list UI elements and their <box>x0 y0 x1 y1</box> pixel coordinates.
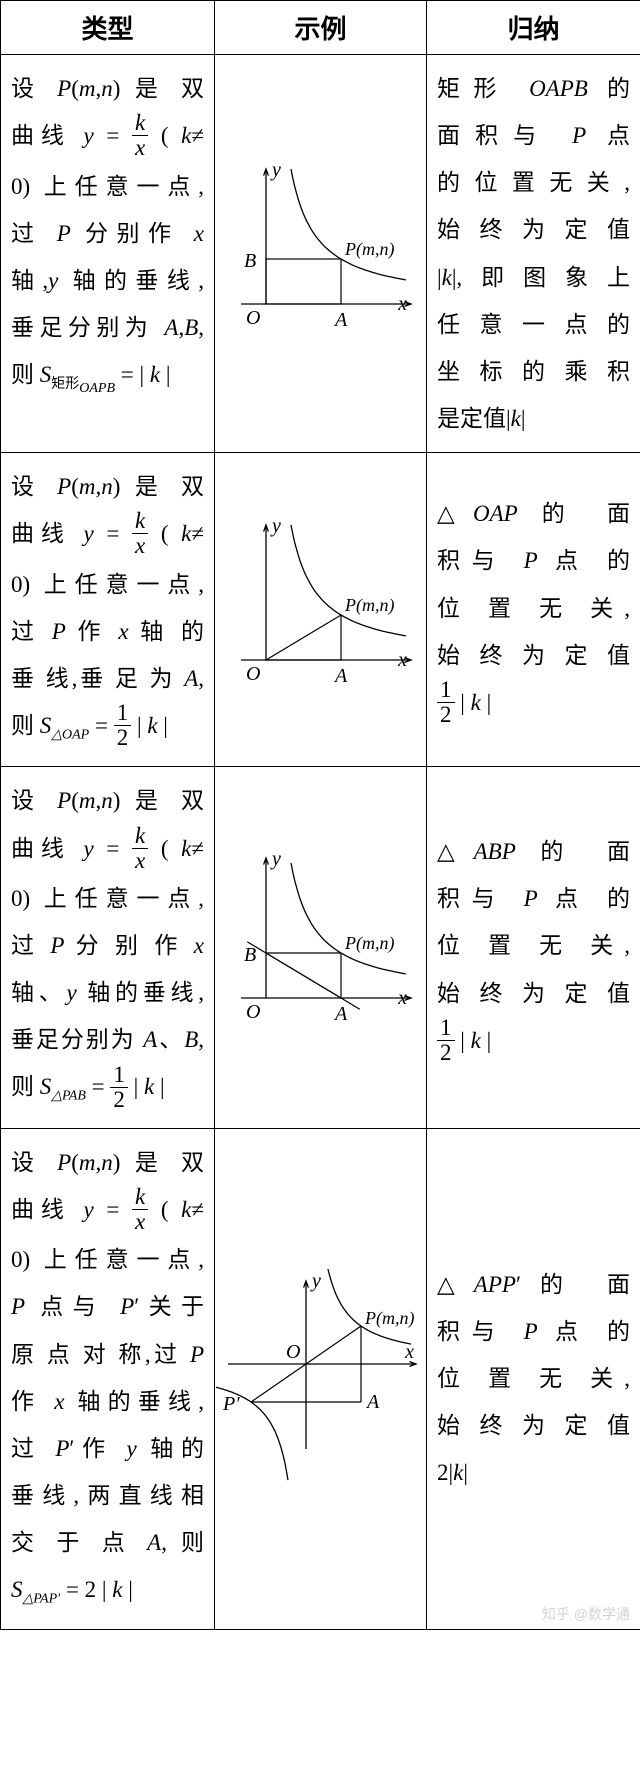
text-line: 位 置 无 关, <box>437 1355 630 1402</box>
text-line: 垂足分别为 A、B, <box>11 1016 204 1063</box>
header-example: 示例 <box>215 1 427 55</box>
svg-text:y: y <box>310 1270 321 1292</box>
text-line: 面积与 P 点 <box>437 112 630 159</box>
header-type: 类型 <box>1 1 215 55</box>
text-line: 积与 P 点 的 <box>437 875 630 922</box>
type-cell: 设 P(m,n) 是 双曲线 y = kx ( k≠0) 上任意一点,过 P 分… <box>1 767 215 1128</box>
text-line: 则 S△PAB = 12 | k | <box>11 1063 204 1113</box>
text-line: 0) 上任意一点, <box>11 1236 204 1283</box>
text-line: 过 P′作 y 轴的 <box>11 1425 204 1472</box>
text-line: 坐标的乘积 <box>437 348 630 395</box>
math-table: 类型 示例 归纳 设 P(m,n) 是 双曲线 y = kx ( k≠0) 上任… <box>0 0 640 1630</box>
header-conclusion: 归纳 <box>427 1 640 55</box>
svg-text:y: y <box>270 848 281 870</box>
text-line: 设 P(m,n) 是 双 <box>11 463 204 510</box>
text-line: 轴、y 轴的垂线, <box>11 969 204 1016</box>
text-line: 始终为定值 <box>437 1402 630 1449</box>
svg-text:x: x <box>404 1341 414 1363</box>
text-line: |k|,即图象上 <box>437 254 630 301</box>
text-line: 曲线 y = kx ( k≠ <box>11 510 204 560</box>
diagram-cell: O A B P(m,n) y x <box>215 55 427 453</box>
text-line: 则 S矩形OAPB = | k | <box>11 351 204 403</box>
text-line: P 点与 P′关于 <box>11 1283 204 1330</box>
text-line: △ABP 的 面 <box>437 828 630 875</box>
table-row: 设 P(m,n) 是 双曲线 y = kx ( k≠0) 上任意一点,过 P 分… <box>1 767 640 1128</box>
text-line: 垂 线,垂 足 为 A, <box>11 655 204 702</box>
text-line: 0) 上任意一点, <box>11 875 204 922</box>
svg-text:y: y <box>270 515 281 537</box>
conclusion-cell: 矩形 OAPB 的面积与 P 点的位置无关,始终为定值|k|,即图象上任意一点的… <box>427 55 640 453</box>
text-line: 12 | k | <box>437 679 630 729</box>
text-line: 2|k| <box>437 1449 630 1496</box>
text-line: S△PAP′ = 2 | k | <box>11 1566 204 1614</box>
text-line: 过 P 分 别 作 x <box>11 922 204 969</box>
svg-text:x: x <box>397 987 407 1009</box>
text-line: 积与 P 点 的 <box>437 1308 630 1355</box>
text-line: 矩形 OAPB 的 <box>437 65 630 112</box>
text-line: 12 | k | <box>437 1017 630 1067</box>
text-line: 原 点 对 称,过 P <box>11 1331 204 1378</box>
text-line: 曲线 y = kx ( k≠ <box>11 112 204 162</box>
text-line: 过 P 作 x 轴 的 <box>11 608 204 655</box>
svg-text:P(m,n): P(m,n) <box>364 1308 414 1329</box>
text-line: △APP′的 面 <box>437 1261 630 1308</box>
text-line: 0) 上任意一点, <box>11 163 204 210</box>
conclusion-cell: △ABP 的 面积与 P 点 的位 置 无 关,始终为定值12 | k | <box>427 767 640 1128</box>
text-line: △OAP 的 面 <box>437 490 630 537</box>
type-cell: 设 P(m,n) 是 双曲线 y = kx ( k≠0) 上任意一点,P 点与 … <box>1 1128 215 1629</box>
text-line: 交 于 点 A, 则 <box>11 1519 204 1566</box>
text-line: 积与 P 点 的 <box>437 537 630 584</box>
text-line: 曲线 y = kx ( k≠ <box>11 1186 204 1236</box>
watermark-text: 知乎 @数学通 <box>542 1604 630 1624</box>
svg-text:B: B <box>244 944 256 966</box>
svg-text:P(m,n): P(m,n) <box>344 933 394 954</box>
diagram-cell: O A P(m,n) y x <box>215 453 427 767</box>
type-cell: 设 P(m,n) 是 双曲线 y = kx ( k≠0) 上任意一点,过 P 作… <box>1 453 215 767</box>
svg-text:O: O <box>286 1341 300 1363</box>
diagram-cell: O P(m,n) A P′ y x <box>215 1128 427 1629</box>
svg-text:P(m,n): P(m,n) <box>344 239 394 260</box>
text-line: 过 P 分别作 x <box>11 210 204 257</box>
text-line: 设 P(m,n) 是 双 <box>11 65 204 112</box>
text-line: 轴,y 轴的垂线, <box>11 257 204 304</box>
text-line: 垂足分别为 A,B, <box>11 304 204 351</box>
type-cell: 设 P(m,n) 是 双曲线 y = kx ( k≠0) 上任意一点,过 P 分… <box>1 55 215 453</box>
svg-text:A: A <box>333 309 348 331</box>
svg-text:O: O <box>246 663 260 685</box>
conclusion-cell: △APP′的 面积与 P 点 的位 置 无 关,始终为定值2|k| <box>427 1128 640 1629</box>
text-line: 0) 上任意一点, <box>11 561 204 608</box>
svg-text:P′: P′ <box>222 1393 240 1415</box>
table-row: 设 P(m,n) 是 双曲线 y = kx ( k≠0) 上任意一点,过 P 分… <box>1 55 640 453</box>
text-line: 设 P(m,n) 是 双 <box>11 1139 204 1186</box>
text-line: 曲线 y = kx ( k≠ <box>11 825 204 875</box>
svg-text:B: B <box>244 250 256 272</box>
svg-text:P(m,n): P(m,n) <box>344 595 394 616</box>
text-line: 作 x 轴的垂线, <box>11 1378 204 1425</box>
conclusion-cell: △OAP 的 面积与 P 点 的位 置 无 关,始终为定值12 | k | <box>427 453 640 767</box>
svg-text:A: A <box>333 665 348 687</box>
text-line: 垂线,两直线相 <box>11 1472 204 1519</box>
svg-text:O: O <box>246 1001 260 1023</box>
svg-text:A: A <box>333 1003 348 1025</box>
svg-text:A: A <box>365 1391 380 1413</box>
svg-text:O: O <box>246 307 260 329</box>
text-line: 的位置无关, <box>437 159 630 206</box>
text-line: 则 S△OAP = 12 | k | <box>11 702 204 752</box>
text-line: 任意一点的 <box>437 301 630 348</box>
table-row: 设 P(m,n) 是 双曲线 y = kx ( k≠0) 上任意一点,过 P 作… <box>1 453 640 767</box>
text-line: 位 置 无 关, <box>437 922 630 969</box>
svg-text:x: x <box>397 293 407 315</box>
text-line: 始终为定值 <box>437 206 630 253</box>
diagram-cell: O A B P(m,n) y x <box>215 767 427 1128</box>
text-line: 始终为定值 <box>437 632 630 679</box>
table-row: 设 P(m,n) 是 双曲线 y = kx ( k≠0) 上任意一点,P 点与 … <box>1 1128 640 1629</box>
text-line: 位 置 无 关, <box>437 585 630 632</box>
text-line: 设 P(m,n) 是 双 <box>11 777 204 824</box>
text-line: 始终为定值 <box>437 970 630 1017</box>
svg-text:y: y <box>270 159 281 181</box>
text-line: 是定值|k| <box>437 395 630 442</box>
svg-text:x: x <box>397 649 407 671</box>
